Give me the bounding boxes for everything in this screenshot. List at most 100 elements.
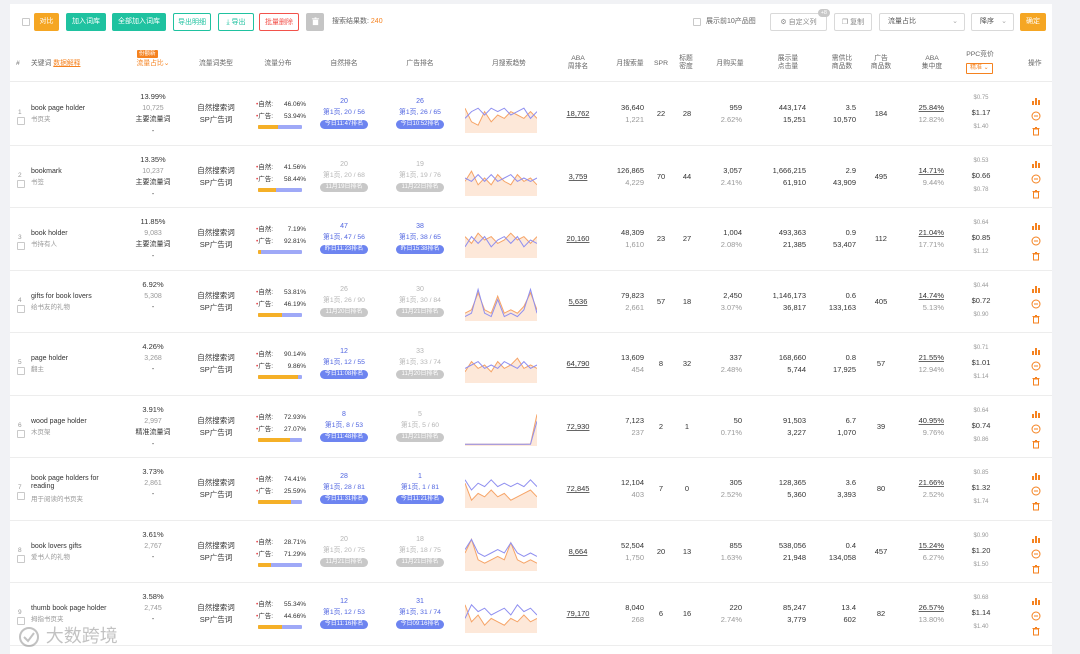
aba-concentration-value[interactable]: 21.66% [918, 478, 944, 487]
natural-rank-time-badge[interactable]: 11月21日排名 [320, 557, 368, 567]
natural-rank-time-badge[interactable]: 昨日11:23排名 [320, 245, 368, 254]
minus-circle-icon[interactable] [1031, 299, 1041, 309]
natural-rank-time-badge[interactable]: 今日11:16排名 [320, 620, 368, 629]
row-checkbox[interactable] [17, 429, 25, 438]
ad-rank-time-badge[interactable]: 11月22日排名 [396, 182, 444, 192]
monthly-trend-sparkline[interactable] [465, 160, 537, 196]
natural-rank-page[interactable]: 第1页, 20 / 75 [323, 546, 365, 554]
ad-rank-page[interactable]: 第1页, 19 / 76 [399, 171, 441, 179]
minus-circle-icon[interactable] [1031, 111, 1041, 121]
bar-chart-icon[interactable] [1031, 284, 1041, 294]
data-explain-link[interactable]: 数据解释 [53, 60, 81, 67]
add-to-lib-button[interactable]: 加入词库 [66, 13, 106, 31]
aba-concentration-value[interactable]: 40.95% [918, 415, 944, 425]
row-checkbox[interactable] [17, 554, 25, 563]
ad-rank-time-badge[interactable]: 今日09:16排名 [396, 620, 444, 629]
natural-rank-time-badge[interactable]: 今日11:31排名 [320, 495, 368, 504]
keyword-text[interactable]: wood page holder [31, 417, 87, 425]
keyword-text[interactable]: thumb book page holder [31, 605, 107, 612]
keyword-text[interactable]: gifts for book lovers [31, 292, 92, 300]
add-all-to-lib-button[interactable]: 全部加入词库 [112, 13, 166, 31]
trash-button[interactable] [306, 13, 324, 31]
ad-rank-time-badge[interactable]: 11月21日排名 [396, 557, 444, 567]
natural-rank-page[interactable]: 第1页, 20 / 56 [323, 109, 365, 116]
sort-order-select[interactable]: 降序 ⌄ [971, 13, 1014, 31]
sort-field-select[interactable]: 流量占比 ⌄ [879, 13, 965, 31]
keyword-text[interactable]: page holder [31, 355, 68, 362]
confirm-button[interactable]: 确定 [1020, 13, 1046, 31]
monthly-trend-sparkline[interactable] [465, 97, 537, 133]
natural-rank-page[interactable]: 第1页, 47 / 56 [323, 234, 365, 241]
minus-circle-icon[interactable] [1031, 174, 1041, 184]
monthly-trend-sparkline[interactable] [465, 535, 537, 571]
aba-concentration-value[interactable]: 15.24% [918, 540, 944, 550]
trash-icon[interactable] [1031, 564, 1041, 574]
bar-chart-icon[interactable] [1031, 221, 1041, 231]
custom-columns-button[interactable]: ⚙ 自定义列 +8 [770, 9, 830, 31]
ad-rank-time-badge[interactable]: 今日11:21排名 [396, 495, 444, 504]
aba-rank-value[interactable]: 18,762 [566, 109, 590, 118]
ad-rank-time-badge[interactable]: 11月21日排名 [396, 432, 444, 442]
ad-rank-page[interactable]: 第1页, 26 / 65 [399, 109, 441, 116]
aba-rank-value[interactable]: 72,845 [566, 484, 590, 493]
minus-circle-icon[interactable] [1031, 236, 1041, 246]
select-all-checkbox[interactable] [22, 18, 30, 26]
trash-icon[interactable] [1031, 126, 1041, 136]
natural-rank-page[interactable]: 第1页, 12 / 53 [323, 609, 365, 616]
aba-concentration-value[interactable]: 26.57% [918, 603, 944, 612]
aba-concentration-value[interactable]: 14.74% [918, 290, 944, 300]
aba-concentration-value[interactable]: 21.55% [918, 353, 944, 362]
monthly-trend-sparkline[interactable] [465, 285, 537, 321]
copy-button[interactable]: ❐ 复制 [834, 13, 872, 31]
ad-rank-time-badge[interactable]: 今日10:52排名 [396, 120, 444, 129]
row-checkbox[interactable] [17, 367, 25, 375]
aba-rank-value[interactable]: 72,930 [566, 421, 590, 431]
trash-icon[interactable] [1031, 251, 1041, 261]
bar-chart-icon[interactable] [1031, 534, 1041, 544]
keyword-text[interactable]: book holder [31, 230, 68, 237]
trash-icon[interactable] [1031, 376, 1041, 386]
row-checkbox[interactable] [17, 242, 25, 250]
aba-concentration-value[interactable]: 21.04% [918, 228, 944, 237]
row-checkbox[interactable] [17, 179, 25, 188]
natural-rank-page[interactable]: 第1页, 12 / 55 [323, 359, 365, 366]
natural-rank-time-badge[interactable]: 今日11:47排名 [320, 120, 368, 129]
ad-rank-page[interactable]: 第1页, 5 / 60 [400, 421, 440, 429]
row-checkbox[interactable] [17, 117, 25, 125]
aba-concentration-value[interactable]: 25.84% [918, 103, 944, 112]
ppc-mode-select[interactable]: 精准 ⌄ [966, 63, 993, 74]
aba-rank-value[interactable]: 64,790 [566, 359, 590, 368]
keyword-text[interactable]: book page holders for reading [31, 475, 99, 490]
monthly-trend-sparkline[interactable] [465, 347, 537, 383]
trash-icon[interactable] [1031, 189, 1041, 199]
natural-rank-time-badge[interactable]: 11月19日排名 [320, 182, 368, 192]
compare-button[interactable]: 对比 [34, 13, 59, 31]
aba-rank-value[interactable]: 8,664 [568, 546, 588, 556]
row-checkbox[interactable] [17, 617, 25, 625]
bar-chart-icon[interactable] [1031, 346, 1041, 356]
col-traffic-share[interactable]: 流量占比⌄ [136, 60, 170, 67]
natural-rank-page[interactable]: 第1页, 8 / 53 [324, 421, 364, 429]
monthly-trend-sparkline[interactable] [465, 597, 537, 633]
aba-rank-value[interactable]: 5,636 [568, 296, 588, 306]
top10-checkbox[interactable] [693, 18, 701, 26]
monthly-trend-sparkline[interactable] [465, 472, 537, 508]
ad-rank-time-badge[interactable]: 11月20日排名 [396, 370, 444, 379]
natural-rank-page[interactable]: 第1页, 28 / 81 [323, 484, 365, 491]
bar-chart-icon[interactable] [1031, 596, 1041, 606]
minus-circle-icon[interactable] [1031, 361, 1041, 371]
monthly-trend-sparkline[interactable] [465, 222, 537, 258]
natural-rank-page[interactable]: 第1页, 20 / 68 [323, 171, 365, 179]
trash-icon[interactable] [1031, 439, 1041, 449]
monthly-trend-sparkline[interactable] [465, 410, 537, 446]
ad-rank-page[interactable]: 第1页, 31 / 74 [399, 609, 441, 616]
aba-rank-value[interactable]: 3,759 [568, 171, 588, 181]
minus-circle-icon[interactable] [1031, 486, 1041, 496]
row-checkbox[interactable] [17, 304, 25, 313]
ad-rank-time-badge[interactable]: 11月21日排名 [396, 307, 444, 317]
ad-rank-page[interactable]: 第1页, 30 / 84 [399, 296, 441, 304]
aba-rank-value[interactable]: 20,160 [566, 234, 590, 243]
minus-circle-icon[interactable] [1031, 549, 1041, 559]
row-checkbox[interactable] [17, 492, 25, 500]
bar-chart-icon[interactable] [1031, 96, 1041, 106]
